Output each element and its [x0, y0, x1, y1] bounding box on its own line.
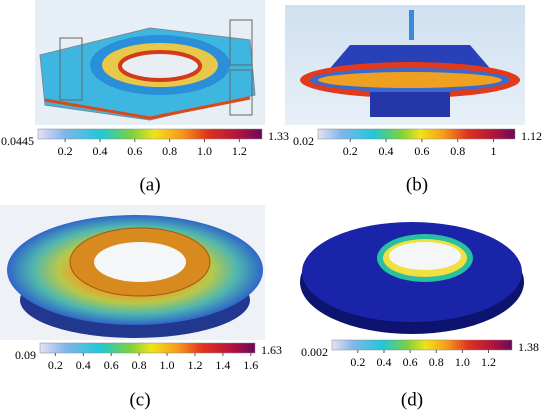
colorbar-tick-label: 0.2: [350, 355, 365, 369]
colorbar-tick-label: 0.4: [376, 355, 391, 369]
colorbar-tick-label: 0.2: [58, 144, 73, 158]
colorbar-tick-label: 0.8: [450, 144, 465, 158]
colorbar-tick-label: 0.8: [429, 355, 444, 369]
colorbar-tick-label: 1.0: [455, 355, 470, 369]
panel-label: (a): [139, 174, 160, 195]
panel-b-image: [285, 5, 525, 125]
colorbar: [39, 342, 256, 354]
colorbar-min-label: 0.0445: [1, 134, 34, 148]
colorbar-max-label: 1.33: [268, 129, 289, 143]
colorbar-min-label: 0.02: [293, 134, 314, 148]
colorbar: [37, 128, 263, 140]
colorbar-tick-label: 0.2: [48, 358, 63, 372]
colorbar-tick-label: 1.2: [187, 358, 202, 372]
colorbar-max-label: 1.63: [261, 343, 282, 357]
colorbar-tick-label: 0.6: [403, 355, 418, 369]
colorbar-tick-label: 0.6: [414, 144, 429, 158]
colorbar-tick-label: 0.4: [379, 144, 394, 158]
colorbar-tick-label: 1: [491, 144, 497, 158]
colorbar-tick-label: 0.6: [127, 144, 142, 158]
colorbar-min-label: 0.09: [15, 348, 36, 362]
panel-d-image: [300, 222, 524, 334]
colorbar-tick-label: 0.8: [132, 358, 147, 372]
colorbar-tick-label: 0.2: [343, 144, 358, 158]
panel-label: (b): [406, 174, 428, 195]
panel-c-image: [0, 205, 265, 340]
colorbar-max-label: 1.38: [518, 340, 539, 354]
colorbar-tick-label: 0.8: [162, 144, 177, 158]
panel-a-image: [35, 0, 265, 125]
colorbar-tick-label: 1.0: [160, 358, 175, 372]
colorbar: [331, 339, 513, 351]
colorbar-tick-label: 1.2: [232, 144, 247, 158]
colorbar: [317, 128, 516, 140]
colorbar-tick-label: 1.2: [481, 355, 496, 369]
colorbar-tick-label: 1.4: [215, 358, 230, 372]
colorbar-tick-label: 0.4: [92, 144, 107, 158]
colorbar-tick-label: 1.0: [197, 144, 212, 158]
panel-label: (c): [129, 389, 150, 410]
colorbar-tick-label: 0.6: [104, 358, 119, 372]
panel-label: (d): [401, 389, 423, 410]
colorbar-min-label: 0.002: [301, 345, 328, 359]
colorbar-tick-label: 1.6: [243, 358, 258, 372]
colorbar-tick-label: 0.4: [76, 358, 91, 372]
colorbar-max-label: 1.12: [521, 129, 542, 143]
